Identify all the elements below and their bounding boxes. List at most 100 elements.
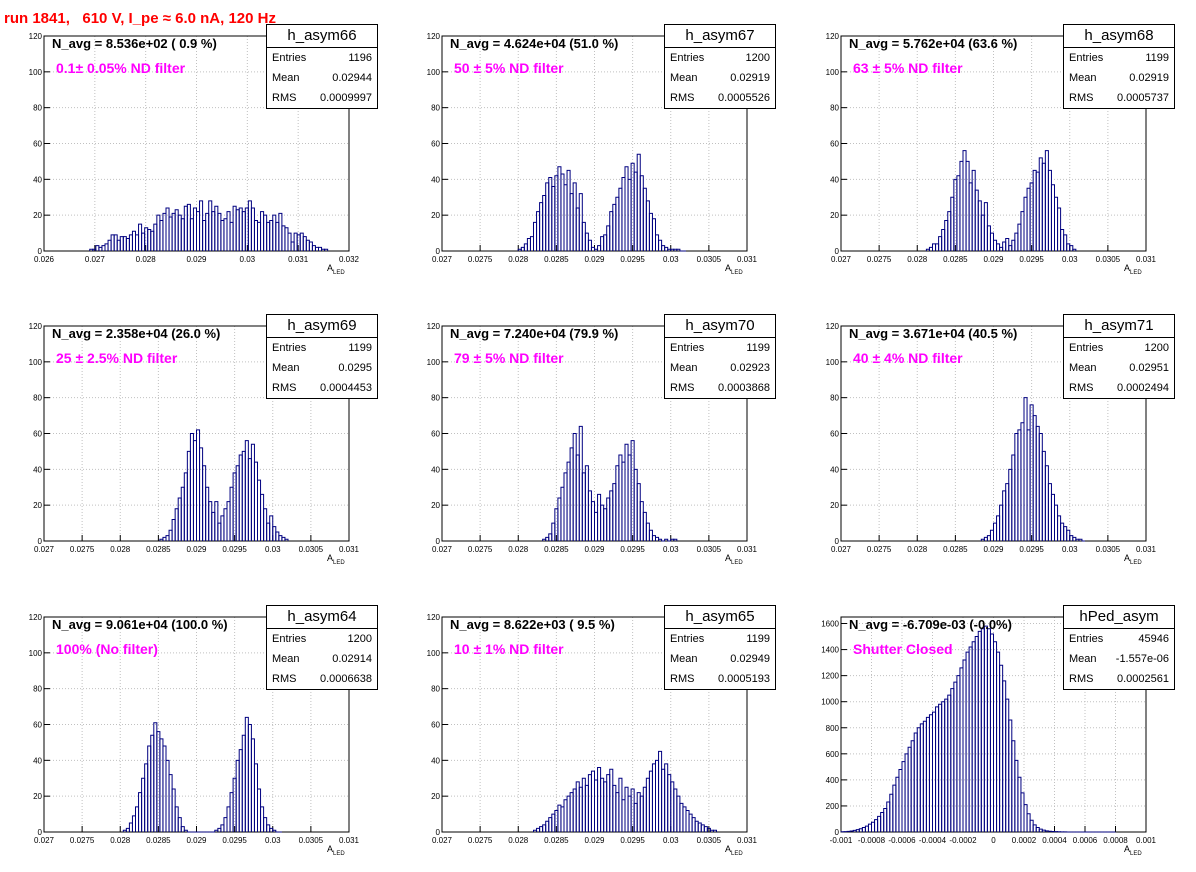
y-tick-label: 100 bbox=[826, 68, 840, 77]
stats-key: RMS bbox=[272, 382, 297, 394]
histogram-name: h_asym65 bbox=[665, 606, 775, 629]
stats-key: RMS bbox=[670, 673, 695, 685]
navg-label: N_avg = -6.709e-03 (-0.0%) bbox=[849, 617, 1012, 632]
histogram-name: h_asym66 bbox=[267, 25, 377, 48]
y-tick-label: 120 bbox=[427, 613, 441, 622]
x-tick-label: 0.031 bbox=[1136, 255, 1157, 264]
y-tick-label: 80 bbox=[33, 685, 42, 694]
histogram-name: h_asym68 bbox=[1064, 25, 1174, 48]
stats-value: 0.02949 bbox=[730, 653, 770, 665]
navg-label: N_avg = 9.061e+04 (100.0 %) bbox=[52, 617, 228, 632]
stats-box: h_asym67 Entries 1200 Mean 0.02919 RMS 0.00055… bbox=[664, 24, 776, 109]
stats-row: RMS 0.0004453 bbox=[267, 378, 377, 398]
x-axis-label: ALED bbox=[725, 844, 743, 857]
x-tick-label: 0.029 bbox=[983, 545, 1004, 554]
y-tick-label: 20 bbox=[431, 792, 440, 801]
stats-value: 45946 bbox=[1138, 633, 1169, 645]
y-tick-label: 0 bbox=[38, 828, 43, 837]
x-tick-label: -0.0004 bbox=[919, 836, 947, 845]
run-title: run 1841, 610 V, I_pe ≈ 6.0 nA, 120 Hz bbox=[4, 10, 276, 27]
y-tick-label: 0 bbox=[835, 537, 840, 546]
y-tick-label: 40 bbox=[431, 175, 440, 184]
x-tick-label: 0.027 bbox=[432, 255, 453, 264]
x-tick-label: 0.032 bbox=[339, 255, 360, 264]
x-axis-label-subscript: LED bbox=[731, 559, 743, 566]
x-axis-label-main: A bbox=[725, 844, 732, 854]
x-tick-label: 0.028 bbox=[508, 545, 529, 554]
stats-box: h_asym64 Entries 1200 Mean 0.02914 RMS 0.00066… bbox=[266, 605, 378, 690]
y-tick-label: 120 bbox=[29, 613, 43, 622]
histogram-plot: 0.027 0.0275 0.028 0.0285 0.029 0.0295 0.03 0.0… bbox=[826, 322, 1157, 554]
x-tick-label: 0.03 bbox=[1062, 255, 1078, 264]
y-tick-label: 60 bbox=[431, 430, 440, 439]
histogram-bin bbox=[272, 829, 277, 832]
stats-row: Mean 0.02919 bbox=[665, 68, 775, 88]
x-tick-label: 0.0305 bbox=[1096, 255, 1121, 264]
y-tick-label: 40 bbox=[33, 756, 42, 765]
histogram-plot: 0.026 0.027 0.028 0.029 0.03 0.031 0.032 0 20 40 6… bbox=[29, 32, 360, 264]
x-tick-label: 0.028 bbox=[508, 255, 529, 264]
x-tick-label: 0.0305 bbox=[299, 545, 324, 554]
x-tick-label: 0.0275 bbox=[867, 255, 892, 264]
x-tick-label: 0.029 bbox=[584, 836, 605, 845]
x-axis-label-subscript: LED bbox=[731, 269, 743, 276]
stats-row: Mean 0.02944 bbox=[267, 68, 377, 88]
histogram-pad: 0.027 0.0275 0.028 0.0285 0.029 0.0295 0.03 0.0… bbox=[0, 581, 398, 871]
x-tick-label: 0.029 bbox=[186, 836, 207, 845]
y-tick-label: 0 bbox=[436, 828, 441, 837]
stats-value: 0.02923 bbox=[730, 362, 770, 374]
stats-box: h_asym69 Entries 1199 Mean 0.0295 RMS 0.000445… bbox=[266, 314, 378, 399]
histogram-plot: 0.027 0.0275 0.028 0.0285 0.029 0.0295 0.03 0.0… bbox=[427, 32, 758, 264]
stats-key: RMS bbox=[1069, 673, 1094, 685]
navg-label: N_avg = 8.622e+03 ( 9.5 %) bbox=[450, 617, 615, 632]
y-tick-label: 1600 bbox=[821, 620, 839, 629]
histogram-bin bbox=[1005, 237, 1010, 251]
y-tick-label: 1000 bbox=[821, 698, 839, 707]
y-tick-label: 40 bbox=[830, 465, 839, 474]
y-tick-label: 60 bbox=[33, 721, 42, 730]
stats-row: RMS 0.0005737 bbox=[1064, 88, 1174, 108]
stats-key: Entries bbox=[670, 52, 705, 64]
histogram-bin bbox=[180, 826, 185, 832]
stats-value: 0.0002494 bbox=[1117, 382, 1169, 394]
x-axis-label-main: A bbox=[1124, 553, 1131, 563]
histogram-pad: 0.027 0.0275 0.028 0.0285 0.029 0.0295 0.03 0.0… bbox=[398, 0, 796, 290]
filter-annotation: 79 ± 5% ND filter bbox=[454, 350, 564, 366]
x-axis-label: ALED bbox=[327, 844, 345, 857]
x-tick-label: -0.001 bbox=[830, 836, 853, 845]
x-tick-label: 0.029 bbox=[983, 255, 1004, 264]
histogram-pad: 0.027 0.0275 0.028 0.0285 0.029 0.0295 0.03 0.0… bbox=[398, 290, 796, 580]
stats-key: RMS bbox=[272, 92, 297, 104]
stats-row: Entries 1199 bbox=[1064, 48, 1174, 68]
histogram-bin bbox=[183, 829, 188, 832]
histogram-pad: 0.027 0.0275 0.028 0.0285 0.029 0.0295 0.03 0.0… bbox=[797, 0, 1195, 290]
x-tick-label: 0.028 bbox=[110, 545, 131, 554]
stats-value: 1199 bbox=[348, 342, 372, 354]
x-axis-label: ALED bbox=[327, 553, 345, 566]
y-tick-label: 20 bbox=[33, 792, 42, 801]
histogram-name: h_asym69 bbox=[267, 315, 377, 338]
y-tick-label: 20 bbox=[830, 211, 839, 220]
stats-value: 0.0005193 bbox=[718, 673, 770, 685]
y-tick-label: 0 bbox=[436, 537, 441, 546]
x-tick-label: 0.0275 bbox=[468, 255, 493, 264]
histogram-bin bbox=[587, 239, 592, 251]
stats-value: 0.02919 bbox=[730, 72, 770, 84]
stats-box: h_asym65 Entries 1199 Mean 0.02949 RMS 0.00051… bbox=[664, 605, 776, 690]
histogram-bin bbox=[1069, 245, 1074, 251]
x-tick-label: 0.031 bbox=[1136, 545, 1157, 554]
y-tick-label: 100 bbox=[29, 649, 43, 658]
x-tick-label: 0.0295 bbox=[620, 255, 645, 264]
x-tick-label: 0.03 bbox=[663, 545, 679, 554]
stats-row: Mean 0.02919 bbox=[1064, 68, 1174, 88]
x-tick-label: 0.0285 bbox=[544, 836, 569, 845]
x-tick-label: 0.027 bbox=[831, 545, 852, 554]
y-tick-label: 60 bbox=[830, 140, 839, 149]
stats-key: Entries bbox=[272, 633, 307, 645]
stats-box: h_asym66 Entries 1196 Mean 0.02944 RMS 0.00099… bbox=[266, 24, 378, 109]
histogram-pad: 0.026 0.027 0.028 0.029 0.03 0.031 0.032 0 20 40 6… bbox=[0, 0, 398, 290]
x-axis-label-subscript: LED bbox=[1130, 850, 1142, 857]
stats-box: h_asym70 Entries 1199 Mean 0.02923 RMS 0.00038… bbox=[664, 314, 776, 399]
x-axis-label-subscript: LED bbox=[333, 269, 345, 276]
x-tick-label: 0.0285 bbox=[943, 255, 968, 264]
